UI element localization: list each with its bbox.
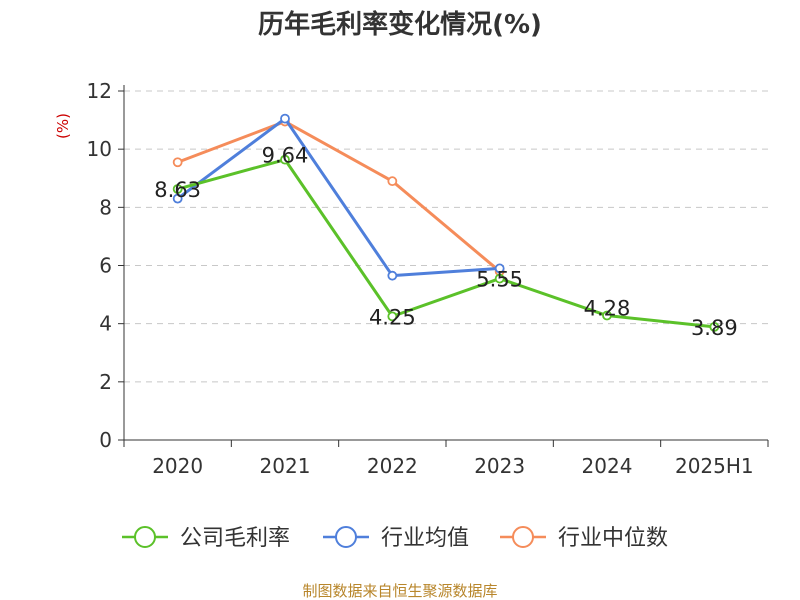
point-0-2023 [494,273,505,284]
y-tick-label-8: 8 [99,195,112,219]
legend-label-2: 行业中位数 [558,526,668,551]
y-tick-label-10: 10 [87,137,112,161]
point-0-2024 [602,310,612,321]
y-axis-unit: (%) [54,113,72,139]
axes: 0 2 4 6 8 10 12 2020 2021 2022 2023 2024 2025H1 [87,79,769,478]
data-label-2023: 5.55 [476,268,523,292]
point-0-2022 [387,311,398,322]
point-1-2022 [387,270,398,281]
legend-label-0: 公司毛利率 [180,526,290,551]
y-tick-label-4: 4 [99,312,112,336]
point-1-2023 [494,263,505,274]
point-1-2020 [172,193,183,204]
point-2-2020 [172,157,183,168]
legend: 公司毛利率 行业均值 行业中位数 [122,526,668,551]
y-tick-label-12: 12 [87,79,112,103]
y-tick-label-2: 2 [99,370,112,394]
x-tick-label-2022: 2022 [367,454,418,478]
legend-label-1: 行业均值 [381,526,469,551]
legend-marker-2 [512,526,534,548]
point-1-2021 [280,113,290,124]
series-line-2 [177,120,501,273]
y-tick-label-0: 0 [99,428,112,452]
point-2-2022 [387,176,398,187]
x-tick-label-2020: 2020 [152,454,203,478]
point-0-2020 [172,184,183,194]
series-line-1 [176,117,500,278]
data-label-2022: 4.25 [369,305,416,329]
data-label-2024: 4.28 [584,297,631,321]
point-0-2025H1 [709,321,720,332]
x-tick-label-2025H1: 2025H1 [675,454,754,478]
x-tick-label-2024: 2024 [582,454,633,478]
data-labels: 8.63 9.64 4.25 5.55 4.28 3.89 [154,144,737,340]
data-label-2021: 9.64 [262,144,309,168]
data-label-2020: 8.63 [154,178,201,202]
legend-marker-1 [335,526,357,548]
data-label-2025H1: 3.89 [691,316,738,340]
point-0-2021 [280,154,290,165]
y-tick-label-6: 6 [99,254,112,278]
series-line-0 [177,158,715,329]
legend-marker-0 [134,526,156,548]
grid-lines [124,90,768,383]
series-group [172,113,720,332]
x-tick-label-2021: 2021 [260,454,311,478]
x-tick-label-2023: 2023 [474,454,525,478]
chart-title: 历年毛利率变化情况(%) [258,9,542,40]
source-note: 制图数据来自恒生聚源数据库 [302,582,497,600]
